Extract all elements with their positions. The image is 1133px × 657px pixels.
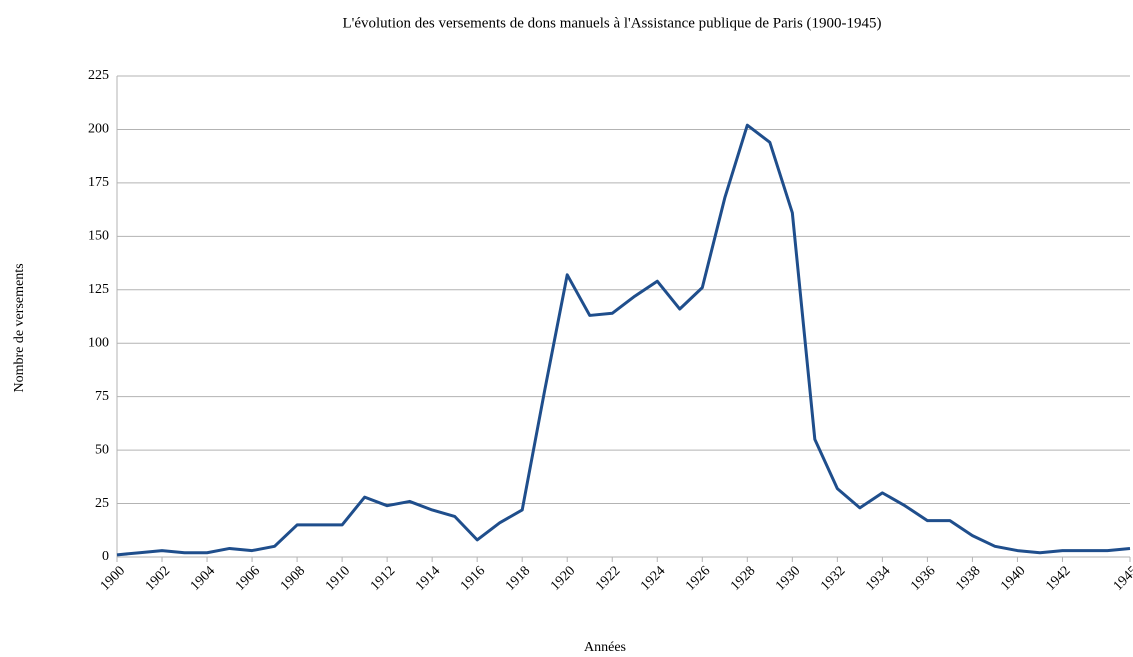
y-tick-label: 125	[88, 282, 109, 297]
y-tick-label: 25	[95, 496, 109, 511]
x-tick-label: 1938	[953, 563, 983, 593]
x-tick-label: 1906	[233, 563, 263, 593]
x-tick-label: 1916	[458, 563, 488, 593]
y-axis-label: Nombre de versements	[12, 263, 27, 392]
x-tick-label: 1936	[908, 563, 938, 593]
x-tick-label: 1922	[593, 563, 623, 593]
x-tick-label: 1914	[413, 563, 443, 593]
x-tick-label: 1942	[1043, 563, 1073, 593]
x-tick-label: 1912	[368, 563, 398, 593]
x-tick-label: 1900	[98, 563, 128, 593]
y-tick-label: 75	[95, 389, 109, 404]
y-tick-label: 50	[95, 442, 109, 457]
y-tick-label: 225	[88, 68, 109, 83]
x-tick-label: 1918	[503, 563, 533, 593]
x-tick-label: 1904	[188, 563, 218, 593]
x-axis-label: Années	[584, 640, 626, 655]
x-tick-label: 1926	[683, 563, 713, 593]
x-tick-label: 1930	[773, 563, 803, 593]
y-tick-label: 150	[88, 229, 109, 244]
x-tick-label: 1924	[638, 563, 668, 593]
x-tick-label: 1934	[863, 563, 893, 593]
x-tick-label: 1910	[323, 563, 353, 593]
x-tick-label: 1928	[728, 563, 758, 593]
y-tick-label: 0	[102, 549, 109, 564]
x-tick-label: 1945	[1111, 563, 1133, 593]
y-tick-label: 100	[88, 335, 109, 350]
y-tick-label: 175	[88, 175, 109, 190]
x-tick-label: 1940	[998, 563, 1028, 593]
chart-title: L'évolution des versements de dons manue…	[342, 15, 881, 31]
x-tick-label: 1902	[143, 563, 173, 593]
x-tick-label: 1932	[818, 563, 848, 593]
data-line	[116, 123, 1131, 557]
y-tick-label: 200	[88, 122, 109, 137]
x-tick-label: 1908	[278, 563, 308, 593]
x-tick-label: 1920	[548, 563, 578, 593]
